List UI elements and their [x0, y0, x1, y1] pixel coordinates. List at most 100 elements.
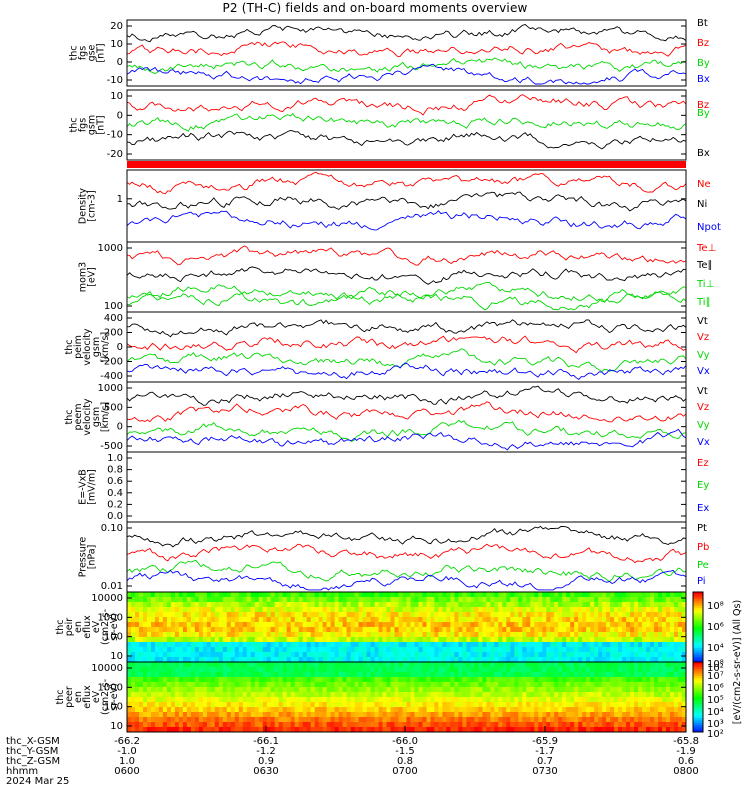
spectrogram-cell — [466, 647, 471, 653]
spectrogram-cell — [222, 677, 228, 683]
spectrogram-cell — [586, 712, 591, 718]
spectrogram-cell — [642, 712, 647, 718]
spectrogram-cell — [526, 702, 531, 708]
spectrogram-cell — [622, 612, 627, 618]
spectrogram-cell — [482, 617, 487, 623]
spectrogram-cell — [338, 667, 344, 673]
spectrogram-cell — [506, 722, 511, 728]
spectrogram-cell — [131, 642, 136, 648]
spectrogram-cell — [674, 632, 679, 638]
spectrogram-cell — [566, 637, 571, 643]
spectrogram-cell — [594, 607, 599, 613]
spectrogram-cell — [202, 647, 208, 653]
spectrogram-cell — [282, 607, 288, 613]
spectrogram-cell — [494, 647, 499, 653]
spectrogram-cell — [278, 717, 284, 723]
spectrogram-cell — [226, 627, 232, 633]
spectrogram-cell — [170, 627, 176, 633]
spectrogram-cell — [610, 692, 615, 698]
spectrogram-cell — [390, 727, 395, 733]
spectrogram-cell — [226, 637, 232, 643]
spectrogram-cell — [334, 592, 340, 598]
spectrogram-cell — [366, 727, 372, 733]
spectrogram-cell — [127, 717, 132, 723]
spectrogram-cell — [666, 712, 671, 718]
spectrogram-cell — [606, 602, 611, 608]
spectrogram-cell — [370, 597, 376, 603]
spectrogram-cell — [210, 722, 216, 728]
spectrogram-cell — [522, 612, 527, 618]
spectrogram-cell — [582, 627, 587, 633]
spectrogram-cell — [166, 702, 172, 708]
spectrogram-cell — [674, 597, 679, 603]
spectrogram-cell — [626, 682, 631, 688]
spectrogram-cell — [482, 692, 487, 698]
spectrogram-cell — [546, 717, 551, 723]
spectrogram-cell — [402, 677, 407, 683]
spectrogram-cell — [486, 652, 491, 658]
spectrogram-cell — [538, 642, 543, 648]
spectrogram-cell — [430, 607, 435, 613]
spectrogram-cell — [174, 727, 180, 733]
spectrogram-cell — [526, 647, 531, 653]
spectrogram-cell — [214, 722, 220, 728]
spectrogram-cell — [330, 697, 336, 703]
spectrogram-cell — [278, 707, 284, 713]
spectrogram-cell — [170, 597, 176, 603]
colorbar-cell — [693, 592, 703, 595]
spectrogram-cell — [194, 727, 200, 733]
spectrogram-cell — [418, 627, 423, 633]
spectrogram-cell — [246, 607, 252, 613]
spectrogram-cell — [498, 667, 503, 673]
spectrogram-cell — [314, 677, 320, 683]
spectrogram-cell — [298, 612, 304, 618]
spectrogram-cell — [366, 657, 372, 663]
series-line-Npot — [126, 210, 687, 231]
spectrogram-cell — [274, 607, 280, 613]
spectrogram-cell — [242, 632, 248, 638]
spectrogram-cell — [530, 677, 535, 683]
spectrogram-cell — [566, 597, 571, 603]
spectrogram-cell — [402, 667, 407, 673]
spectrogram-cell — [127, 692, 132, 698]
series-line-Vx — [126, 428, 687, 451]
spectrogram-cell — [622, 687, 627, 693]
spectrogram-cell — [362, 597, 368, 603]
spectrogram-cell — [178, 617, 184, 623]
spectrogram-cell — [550, 692, 555, 698]
spectrogram-cell — [526, 692, 531, 698]
spectrogram-cell — [614, 642, 619, 648]
spectrogram-cell — [210, 687, 216, 693]
spectrogram-cell — [638, 632, 643, 638]
spectrogram-cell — [566, 692, 571, 698]
spectrogram-cell — [574, 657, 579, 663]
spectrogram-cell — [474, 712, 479, 718]
spectrogram-cell — [654, 652, 659, 658]
spectrogram-cell — [458, 652, 463, 658]
spectrogram-cell — [214, 632, 220, 638]
spectrogram-cell — [270, 712, 276, 718]
spectrogram-cell — [506, 707, 511, 713]
spectrogram-cell — [314, 717, 320, 723]
spectrogram-cell — [186, 652, 192, 658]
spectrogram-cell — [454, 597, 459, 603]
spectrogram-cell — [474, 652, 479, 658]
spectrogram-cell — [302, 712, 308, 718]
spectrogram-cell — [166, 652, 172, 658]
spectrogram-cell — [482, 652, 487, 658]
spectrogram-cell — [230, 597, 236, 603]
spectrogram-cell — [186, 672, 192, 678]
spectrogram-cell — [178, 632, 184, 638]
spectrogram-cell — [450, 727, 455, 733]
spectrogram-cell — [670, 652, 675, 658]
spectrogram-cell — [434, 627, 439, 633]
spectrogram-cell — [258, 667, 264, 673]
spectrogram-cell — [614, 672, 619, 678]
spectrogram-cell — [378, 642, 384, 648]
spectrogram-cell — [294, 617, 300, 623]
spectrogram-cell — [135, 617, 140, 623]
spectrogram-cell — [270, 687, 276, 693]
spectrogram-cell — [151, 667, 156, 673]
spectrogram-cell — [143, 602, 148, 608]
spectrogram-cell — [498, 627, 503, 633]
